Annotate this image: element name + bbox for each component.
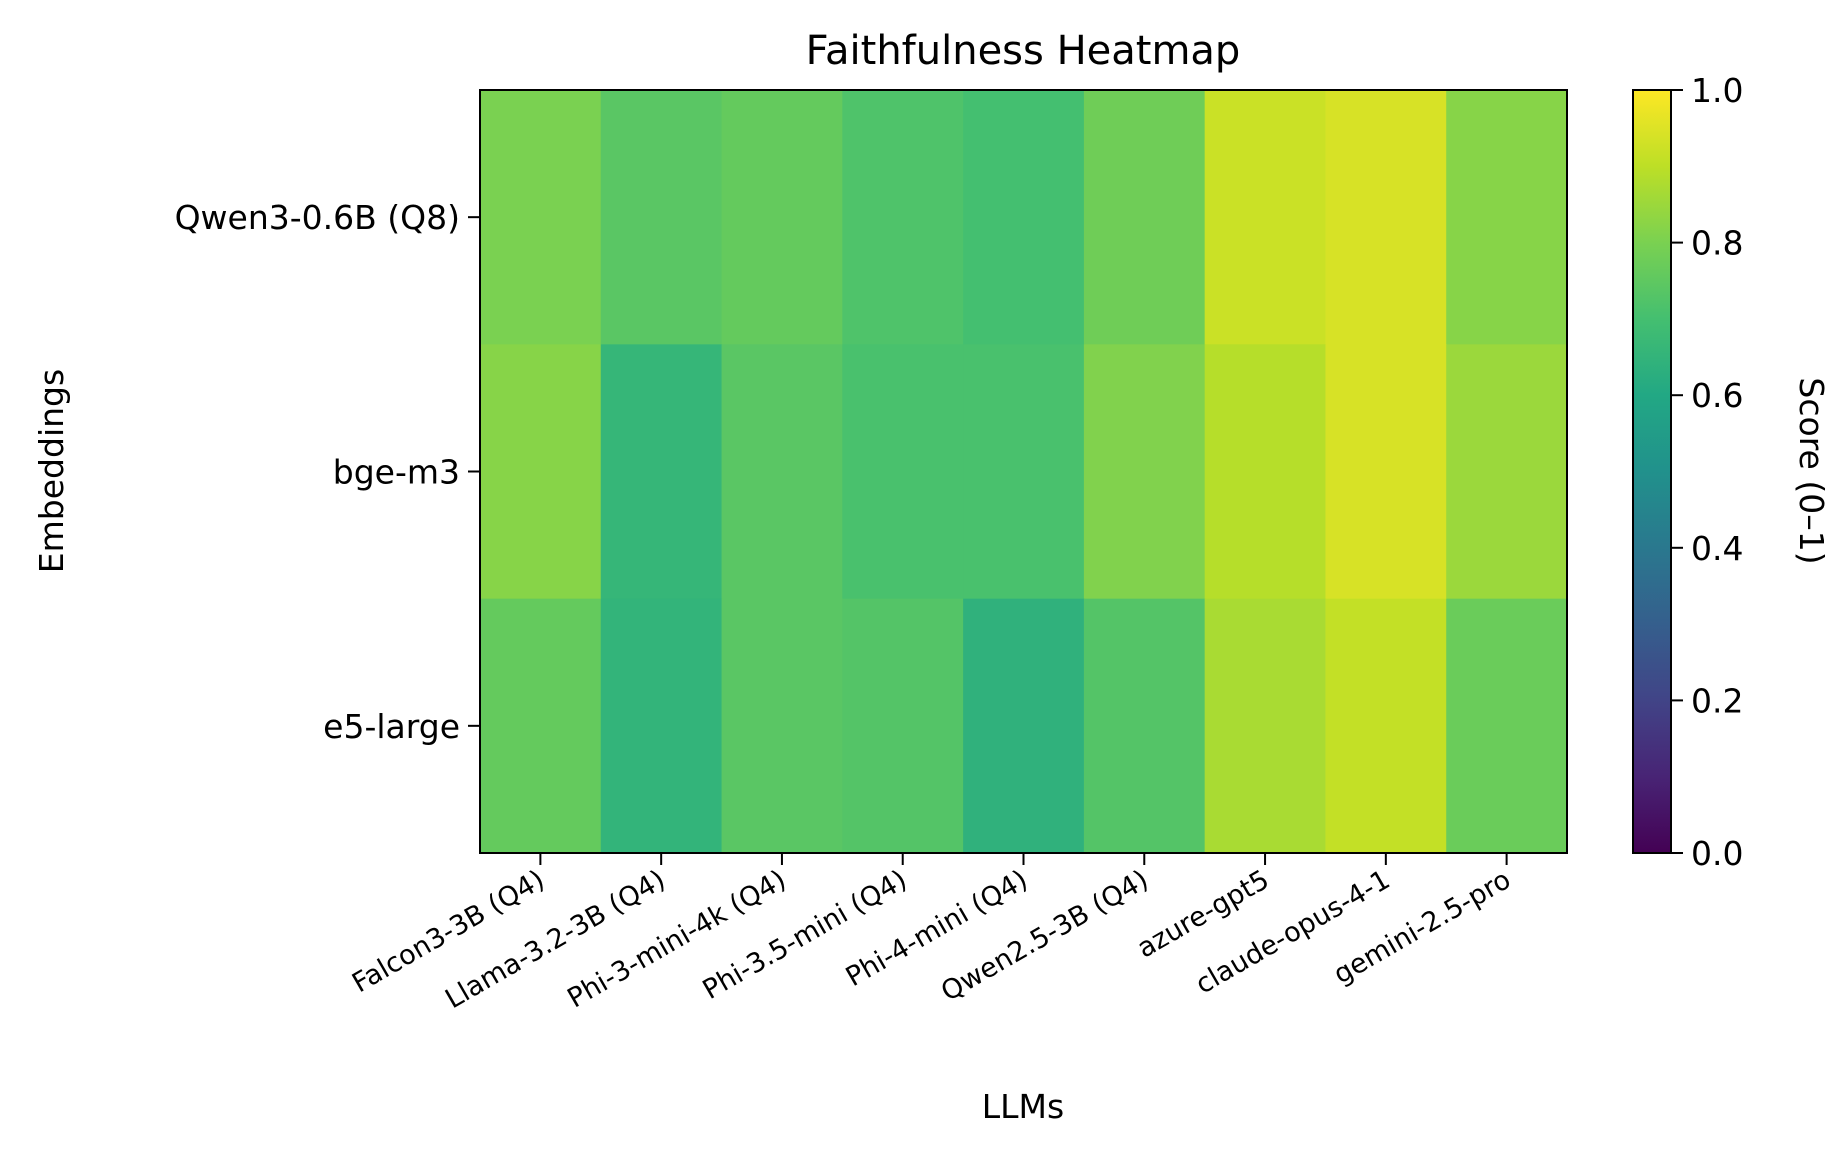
y-tick-label: e5-large xyxy=(323,707,460,746)
colorbar-ticks: 0.0 0.2 0.4 0.6 0.8 1.0 xyxy=(1671,71,1743,873)
colorbar-tick-label: 0.2 xyxy=(1691,681,1743,720)
heatmap-cell xyxy=(721,598,843,854)
heatmap-cell xyxy=(1325,598,1447,854)
heatmap-cell xyxy=(842,90,964,345)
heatmap-cell xyxy=(480,90,602,345)
x-tick-label: Phi-3-mini-4k (Q4) xyxy=(562,864,791,1014)
heatmap-cell xyxy=(1446,344,1568,600)
x-tick-label: Phi-3.5-mini (Q4) xyxy=(698,864,913,1006)
x-tick-label: Falcon3-3B (Q4) xyxy=(347,864,550,999)
y-tick-label: bge-m3 xyxy=(333,453,460,492)
heatmap-cell xyxy=(1446,90,1568,345)
heatmap-cell xyxy=(963,90,1085,345)
heatmap-cell xyxy=(1204,90,1327,345)
heatmap-cell xyxy=(1325,90,1447,345)
heatmap-cell xyxy=(1204,598,1327,854)
heatmap-cell xyxy=(1083,598,1206,854)
x-tick-label: Llama-3.2-3B (Q4) xyxy=(440,864,670,1015)
heatmap-cell xyxy=(1325,344,1447,600)
heatmap-cell xyxy=(721,344,843,600)
y-tick-label: Qwen3-0.6B (Q8) xyxy=(175,198,460,237)
heatmap-cell xyxy=(1083,90,1206,345)
y-axis-label: Embeddings xyxy=(32,369,71,573)
colorbar-tick-label: 1.0 xyxy=(1691,71,1743,110)
heatmap-cell xyxy=(842,344,964,600)
x-tick-label: claude-opus-4-1 xyxy=(1190,864,1395,1000)
x-tick-label: Qwen2.5-3B (Q4) xyxy=(936,864,1154,1008)
heatmap-cell xyxy=(480,344,602,600)
heatmap-cell xyxy=(600,344,723,600)
heatmap-cell xyxy=(963,598,1085,854)
chart-title: Faithfulness Heatmap xyxy=(806,28,1241,74)
heatmap-cells xyxy=(480,90,1568,854)
colorbar-tick-label: 0.6 xyxy=(1691,376,1743,415)
heatmap-cell xyxy=(600,598,723,854)
heatmap-cell xyxy=(1204,344,1327,600)
colorbar-tick-label: 0.8 xyxy=(1691,224,1743,263)
heatmap-cell xyxy=(1446,598,1568,854)
heatmap-cell xyxy=(842,598,964,854)
colorbar-tick-label: 0.4 xyxy=(1691,529,1743,568)
heatmap-cell xyxy=(963,344,1085,600)
colorbar xyxy=(1632,89,1672,854)
heatmap-cell xyxy=(721,90,843,345)
colorbar-tick-label: 0.0 xyxy=(1691,834,1743,873)
x-axis: Falcon3-3B (Q4)Llama-3.2-3B (Q4)Phi-3-mi… xyxy=(347,853,1516,1015)
heatmap-cell xyxy=(480,598,602,854)
heatmap-cell xyxy=(1083,344,1206,600)
x-axis-label: LLMs xyxy=(982,1087,1064,1126)
heatmap-cell xyxy=(600,90,723,345)
y-axis: Qwen3-0.6B (Q8) bge-m3 e5-large xyxy=(175,198,480,746)
colorbar-label: Score (0–1) xyxy=(1792,377,1831,564)
